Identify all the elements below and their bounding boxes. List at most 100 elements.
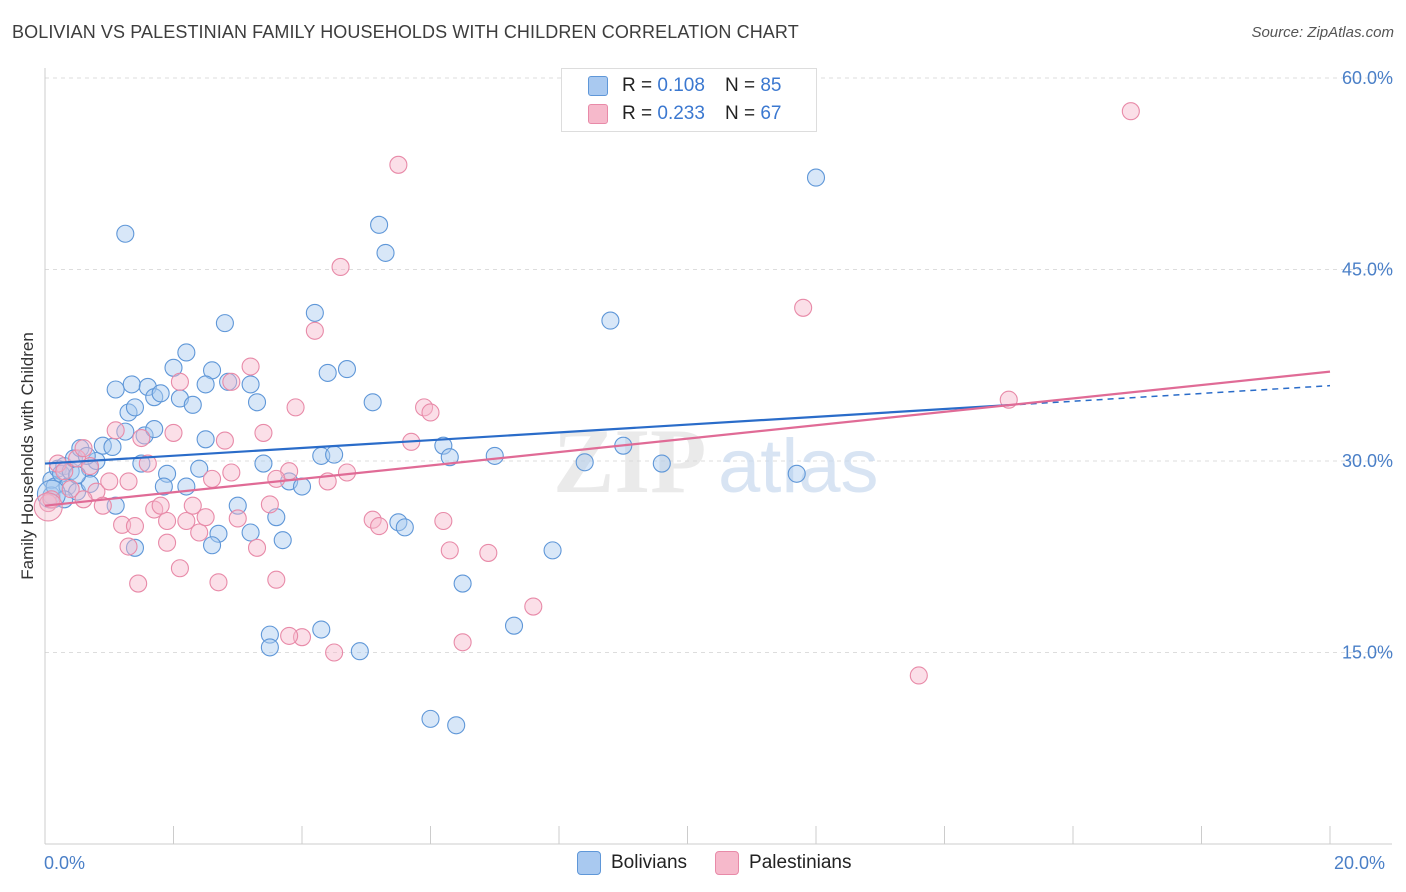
- bolivians-point: [125, 398, 144, 417]
- palestinians-point: [389, 155, 408, 174]
- bolivians-point: [132, 454, 151, 473]
- bolivians-point: [190, 459, 209, 478]
- palestinians-point: [254, 423, 273, 442]
- bolivians-point: [787, 464, 806, 483]
- bolivians-point: [125, 538, 144, 557]
- bolivians-point: [228, 496, 247, 515]
- bolivians-point: [151, 384, 170, 403]
- palestinians-point: [106, 421, 125, 440]
- bolivians-point: [273, 531, 292, 550]
- y-tick-label: 45.0%: [1342, 260, 1393, 280]
- bolivians-swatch: [577, 851, 601, 875]
- bolivians-point: [116, 224, 135, 243]
- bolivians-point: [103, 437, 122, 457]
- bolivians-point: [241, 523, 260, 542]
- bolivians-point: [154, 477, 173, 496]
- bolivians-point: [421, 709, 440, 728]
- bolivians-point: [447, 716, 466, 735]
- bolivians-point: [209, 524, 228, 543]
- palestinians-point: [119, 472, 138, 491]
- legend-r-label: R =: [622, 75, 653, 96]
- palestinians-point: [113, 515, 132, 534]
- watermark-atlas: atlas: [718, 424, 879, 509]
- palestinians-point: [440, 541, 459, 560]
- palestinians-point: [305, 321, 324, 340]
- bolivians-point: [80, 474, 100, 494]
- palestinians-point: [292, 628, 312, 647]
- legend-swatch-pink: [588, 104, 608, 124]
- palestinians-point: [100, 472, 119, 491]
- palestinians-swatch: [715, 851, 740, 875]
- palestinians-point: [93, 496, 112, 515]
- legend-row-bolivians: R = 0.108 N = 85: [588, 73, 781, 99]
- series-legend-bolivians[interactable]: Bolivians: [577, 851, 687, 875]
- bolivians-point: [196, 375, 215, 394]
- chart-title: BOLIVIAN VS PALESTINIAN FAMILY HOUSEHOLD…: [12, 22, 799, 42]
- palestinians-points: [33, 102, 1140, 685]
- series-legend: Bolivians Palestinians: [577, 851, 880, 875]
- legend-n-value-palestinians: 67: [760, 103, 782, 124]
- bolivians-point: [106, 380, 125, 399]
- bolivians-point: [93, 436, 112, 455]
- bolivians-point: [504, 616, 524, 635]
- series-legend-palestinians[interactable]: Palestinians: [715, 851, 852, 875]
- bolivians-point: [260, 638, 279, 657]
- legend-n-value-bolivians: 85: [760, 75, 782, 96]
- bolivians-point: [652, 454, 671, 473]
- palestinians-point: [170, 372, 189, 391]
- legend-swatch-blue: [588, 76, 608, 96]
- palestinians-trend-line: [44, 370, 1331, 507]
- correlation-legend: R = 0.108 N = 85 R = 0.233 N = 67: [561, 68, 817, 132]
- bolivians-point: [325, 445, 344, 464]
- bolivians-point: [318, 363, 337, 382]
- y-tick-label: 15.0%: [1342, 643, 1393, 663]
- bolivians-point: [806, 168, 826, 187]
- y-tick-label: 30.0%: [1342, 451, 1393, 471]
- legend-r-value-bolivians: 0.108: [657, 75, 705, 96]
- bolivians-point: [453, 574, 472, 593]
- palestinians-point: [125, 517, 144, 536]
- bolivians-point: [376, 243, 395, 262]
- palestinians-point: [247, 538, 267, 557]
- palestinians-point: [479, 543, 498, 562]
- x-tick-label-max: 20.0%: [1334, 853, 1386, 873]
- palestinians-point: [119, 537, 138, 556]
- palestinians-point: [164, 423, 183, 442]
- bolivians-trend-line: [44, 404, 1009, 465]
- palestinians-point: [215, 431, 234, 450]
- bolivians-point: [247, 393, 267, 412]
- palestinians-cluster-point: [33, 492, 63, 522]
- palestinians-point: [209, 573, 228, 592]
- zipatlas-watermark: ZIP atlas: [553, 410, 879, 512]
- bolivians-point: [337, 360, 357, 379]
- palestinians-point: [61, 480, 80, 499]
- legend-n-label: N =: [724, 103, 756, 124]
- legend-row-palestinians: R = 0.233 N = 67: [588, 101, 781, 127]
- palestinians-point: [370, 517, 389, 536]
- axes: [44, 68, 1392, 845]
- bolivians-point: [145, 420, 164, 439]
- bolivians-point: [312, 620, 331, 639]
- bolivians-point: [241, 375, 260, 394]
- bolivians-point: [440, 448, 459, 467]
- legend-r-label: R =: [622, 103, 653, 124]
- bolivians-point: [575, 453, 594, 472]
- bolivians-point: [183, 395, 202, 414]
- bolivians-point: [116, 422, 135, 441]
- bolivians-point: [305, 303, 324, 322]
- legend-n-label: N =: [724, 75, 756, 96]
- palestinians-point: [190, 523, 209, 542]
- trend-lines: [44, 370, 1331, 507]
- bolivians-point: [601, 311, 620, 330]
- watermark-zip: ZIP: [553, 410, 706, 512]
- palestinians-point: [909, 666, 928, 685]
- palestinians-point: [158, 511, 177, 531]
- bolivians-trend-line-extension: [1008, 384, 1331, 406]
- y-tick-labels: 15.0% 30.0% 45.0% 60.0%: [1342, 68, 1393, 663]
- bolivians-point: [196, 430, 215, 449]
- bolivians-point: [106, 496, 125, 515]
- bolivians-point: [177, 343, 196, 362]
- palestinians-point: [267, 469, 286, 488]
- source-credit: Source: ZipAtlas.com: [1251, 24, 1394, 41]
- palestinians-point: [363, 510, 382, 529]
